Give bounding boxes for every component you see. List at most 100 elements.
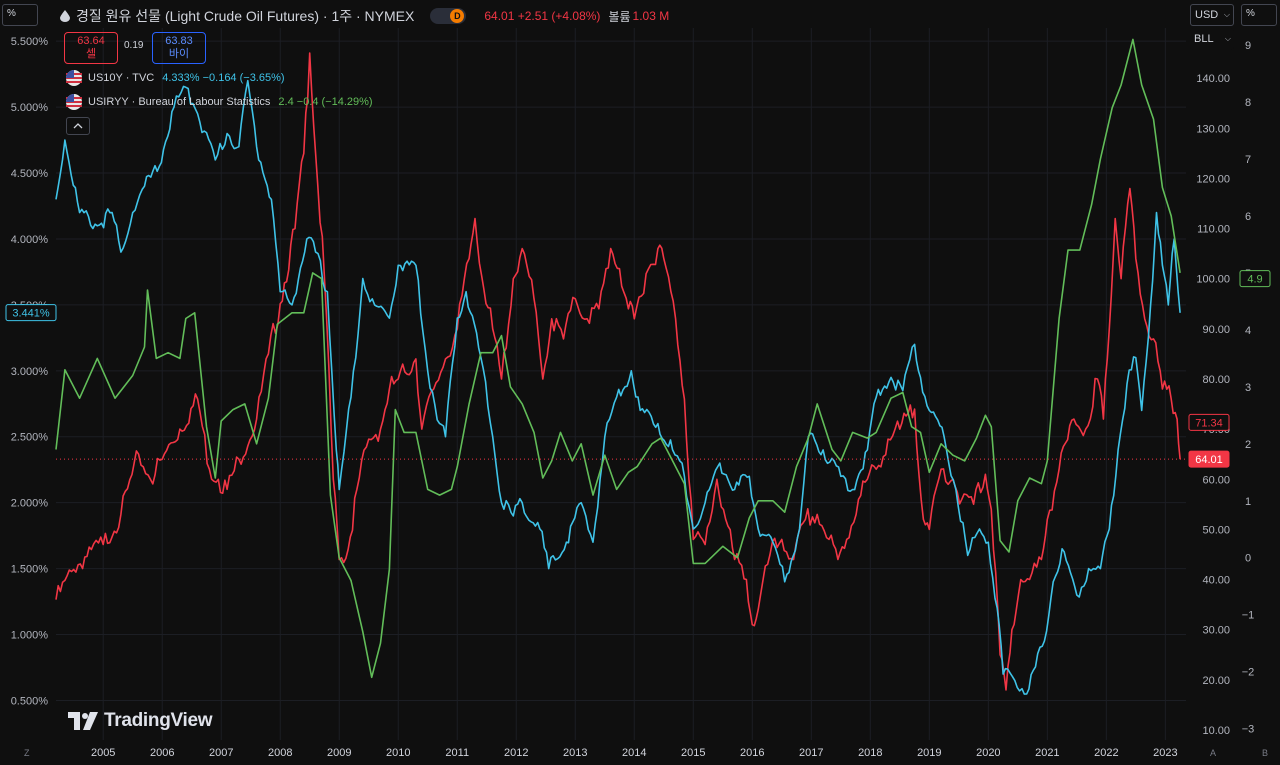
right-price-tick-label: 120.00: [1196, 173, 1230, 185]
series-layer: [55, 38, 1186, 695]
x-tick-label: 2023: [1153, 747, 1177, 759]
legend-name: USIRYY · Bureau of Labour Statistics: [88, 96, 271, 108]
sell-price: 63.64: [77, 35, 105, 47]
status-badge: D: [450, 9, 465, 23]
left-tick-label: 0.500%: [11, 695, 49, 707]
sell-label: 셀: [85, 48, 97, 60]
right-cpi-tick-label: 6: [1245, 211, 1251, 223]
legend-name: US10Y · TVC: [88, 72, 155, 84]
x-tick-label: 2022: [1094, 747, 1118, 759]
legend-item-usiryy[interactable]: USIRYY · Bureau of Labour Statistics 2.4…: [66, 93, 373, 111]
x-tick-label: 2018: [858, 747, 882, 759]
auto-scale-button[interactable]: A: [1210, 748, 1217, 758]
legend-collapse-button[interactable]: [66, 117, 90, 135]
grid: [56, 28, 1186, 740]
currency-select[interactable]: USD ⌵: [1190, 4, 1234, 26]
series-line-oil: [55, 52, 1181, 691]
right-price-tick-label: 140.00: [1196, 73, 1230, 85]
legend-item-us10y[interactable]: US10Y · TVC 4.333% −0.164 (−3.65%): [66, 69, 285, 87]
legend-values: 4.333% −0.164 (−3.65%): [162, 72, 285, 84]
tradingview-logo: TradingView: [68, 708, 213, 734]
x-tick-label: 2014: [622, 747, 646, 759]
cpi-last-label: 4.9: [1247, 274, 1262, 286]
sell-button[interactable]: 63.64 셀: [64, 32, 118, 64]
zoom-reset-button[interactable]: Z: [24, 748, 30, 758]
x-tick-label: 2005: [91, 747, 115, 759]
unit-select[interactable]: BLL ⌵: [1190, 28, 1234, 50]
x-tick-label: 2006: [150, 747, 174, 759]
x-tick-label: 2008: [268, 747, 292, 759]
chevron-up-icon: [73, 123, 83, 129]
x-tick-label: 2013: [563, 747, 587, 759]
left-tick-label: 5.500%: [11, 36, 49, 48]
oil-last-label: 64.01: [1195, 454, 1223, 466]
symbol-title[interactable]: 경질 원유 선물 (Light Crude Oil Futures) · 1주 …: [76, 8, 415, 24]
right-price-tick-label: 110.00: [1197, 224, 1230, 236]
oil-last-label-bg: [1188, 450, 1230, 468]
right-price-tick-label: 20.00: [1202, 675, 1230, 687]
x-tick-label: 2016: [740, 747, 764, 759]
volume-value: 1.03 M: [632, 9, 670, 23]
tradingview-logo-icon: [68, 712, 98, 730]
right-price-tick-label: 10.00: [1202, 725, 1230, 737]
right-price-tick-label: 30.00: [1202, 625, 1230, 637]
currency-value: USD: [1195, 9, 1219, 21]
x-tick-label: 2015: [681, 747, 705, 759]
right-cpi-tick-label: 2: [1245, 439, 1251, 451]
x-tick-label: 2011: [445, 747, 469, 759]
series-line-usiryy: [55, 38, 1181, 679]
axes-layer: 2005 2006 2007 2008 2009 2010 2011 2012 2013 2014…: [5, 36, 1271, 759]
buy-button[interactable]: 63.83 바이: [152, 32, 206, 64]
chevron-down-icon: ⌵: [1223, 10, 1230, 19]
yield-last-label-bg: [5, 304, 57, 322]
series-line-us10y: [55, 79, 1181, 695]
x-tick-label: 2019: [917, 747, 941, 759]
quote-value: 64.01 +2.51 (+4.08%): [484, 9, 601, 23]
right-price-tick-label: 90.00: [1202, 324, 1230, 336]
yield-last-label: 3.441%: [12, 308, 50, 320]
right-price-tick-label: 130.00: [1196, 123, 1230, 135]
chevron-down-icon: ⌵: [1224, 34, 1231, 43]
oil-drop-icon: [60, 10, 70, 22]
x-tick-label: 2012: [504, 747, 528, 759]
right-price-tick-label: 80.00: [1202, 374, 1230, 386]
left-tick-label: 1.000%: [11, 630, 49, 642]
unit-value: BLL: [1194, 33, 1214, 45]
oil-prev-label-bg: [1188, 413, 1230, 431]
spread-value: 0.19: [124, 40, 144, 51]
right-cpi-tick-label: −1: [1242, 610, 1255, 622]
left-tick-label: 5.000%: [11, 102, 49, 114]
cpi-last-label-bg: [1239, 270, 1271, 288]
right-price-tick-label: 50.00: [1202, 524, 1230, 536]
buy-price: 63.83: [165, 35, 193, 47]
left-tick-label: 2.000%: [11, 498, 49, 510]
us-flag-icon: [66, 70, 82, 86]
scale-mode-button[interactable]: B: [1262, 748, 1269, 758]
x-tick-label: 2007: [209, 747, 233, 759]
brand-name: TradingView: [104, 710, 213, 731]
x-tick-label: 2020: [976, 747, 1000, 759]
buy-label: 바이: [168, 48, 190, 60]
right-cpi-tick-label: 4: [1245, 325, 1251, 337]
x-tick-label: 2017: [799, 747, 823, 759]
data-status-pill[interactable]: D: [430, 8, 467, 24]
left-tick-label: 4.000%: [11, 234, 49, 246]
left-tick-label: 3.000%: [11, 366, 49, 378]
us-flag-icon: [66, 94, 82, 110]
left-tick-label: 2.500%: [11, 432, 49, 444]
right-cpi-tick-label: 7: [1245, 154, 1251, 166]
right-price-tick-label: 100.00: [1196, 274, 1230, 286]
right-cpi-tick-label: −2: [1242, 667, 1255, 679]
right-price-tick-label: 40.00: [1202, 575, 1230, 587]
x-tick-label: 2009: [327, 747, 351, 759]
left-scale-button[interactable]: %: [2, 4, 38, 26]
right-cpi-tick-label: 3: [1245, 382, 1251, 394]
volume-label: 볼륨: [608, 9, 631, 24]
chart-header: 경질 원유 선물 (Light Crude Oil Futures) · 1주 …: [60, 4, 669, 28]
right-cpi-tick-label: 9: [1245, 40, 1251, 52]
right-cpi-tick-label: 8: [1245, 97, 1251, 109]
x-tick-label: 2010: [386, 747, 410, 759]
right-scale-button[interactable]: %: [1241, 4, 1277, 26]
